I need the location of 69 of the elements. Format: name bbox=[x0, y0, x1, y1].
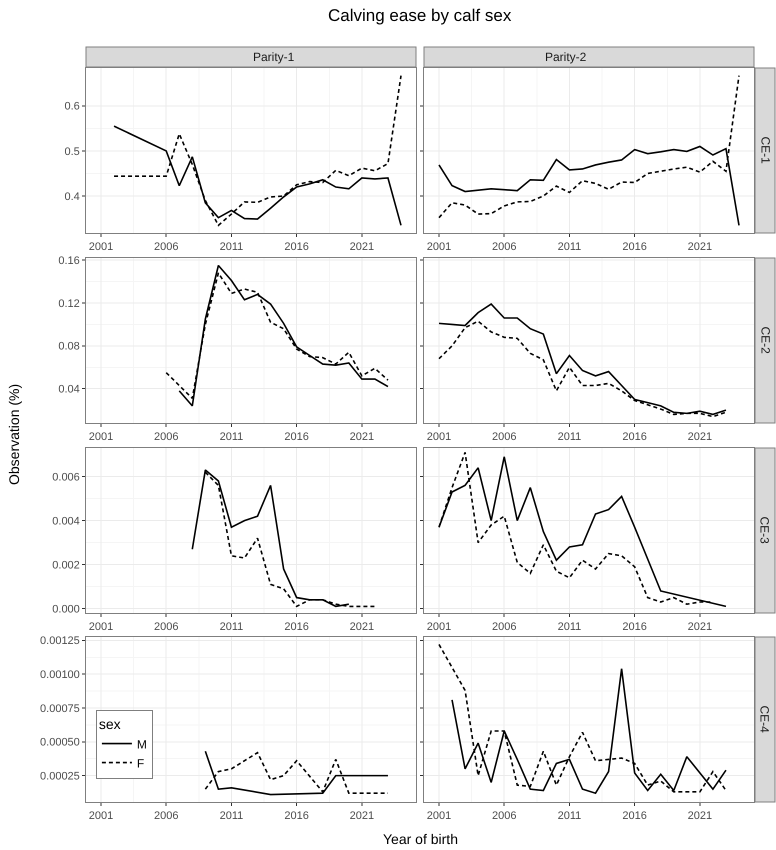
x-tick-label: 2011 bbox=[558, 241, 582, 254]
y-tick-label: 0.00100 bbox=[40, 669, 80, 682]
x-tick-label: 2001 bbox=[88, 431, 114, 444]
x-tick-label: 2006 bbox=[492, 621, 516, 634]
x-tick-label: 2006 bbox=[154, 241, 178, 254]
y2-axis-title: CE-1 bbox=[758, 136, 772, 164]
x-tick-label: 2006 bbox=[154, 431, 178, 444]
x-tick-label: 2021 bbox=[688, 621, 712, 634]
x-tick-label: 2021 bbox=[350, 431, 374, 444]
x-tick-label: 2016 bbox=[284, 810, 309, 822]
x-tick-label: 2021 bbox=[688, 241, 712, 254]
chart-subtitle: Parity-2 bbox=[545, 50, 587, 64]
text: Calving ease by calf sex bbox=[328, 6, 512, 25]
x-tick-label: 2011 bbox=[558, 621, 582, 634]
x-tick-label: 2011 bbox=[558, 431, 582, 444]
y-tick-label: 0.4 bbox=[64, 190, 80, 203]
x-tick-label: 2006 bbox=[154, 810, 178, 822]
x-tick-label: 2006 bbox=[154, 621, 178, 634]
chart-subtitle: Parity-1 bbox=[253, 50, 295, 64]
x-tick-label: 2001 bbox=[88, 621, 114, 634]
x-tick-label: 2016 bbox=[622, 431, 647, 444]
y-tick-label: 0.5 bbox=[64, 146, 80, 158]
x-tick-label: 2001 bbox=[88, 241, 114, 254]
x-tick-label: 2021 bbox=[688, 431, 712, 444]
x-tick-label: 2001 bbox=[426, 431, 452, 444]
x-tick-label: 2021 bbox=[688, 810, 712, 822]
y-tick-label: 0.04 bbox=[58, 384, 80, 396]
y-tick-label: 0.006 bbox=[52, 471, 80, 484]
x-tick-label: 2016 bbox=[284, 241, 309, 254]
x-tick-label: 2006 bbox=[492, 431, 516, 444]
y-tick-label: 0.002 bbox=[52, 559, 80, 572]
y-tick-label: 0.6 bbox=[64, 100, 80, 113]
y-tick-label: 0.08 bbox=[58, 340, 80, 353]
y-tick-label: 0.00075 bbox=[40, 702, 80, 715]
text: Observation (%) bbox=[6, 384, 22, 485]
y2-axis-title: CE-4 bbox=[758, 706, 772, 734]
y-tick-label: 0.004 bbox=[52, 515, 80, 528]
x-tick-label: 2016 bbox=[284, 431, 309, 444]
x-tick-label: 2001 bbox=[426, 621, 452, 634]
line-series bbox=[113, 74, 402, 226]
x-tick-label: 2021 bbox=[350, 810, 374, 822]
x-tick-label: 2011 bbox=[220, 241, 244, 254]
x-tick-label: 2011 bbox=[220, 621, 244, 634]
x-tick-label: 2016 bbox=[284, 621, 309, 634]
x-tick-label: 2011 bbox=[558, 810, 582, 822]
x-tick-label: 2001 bbox=[88, 810, 114, 822]
x-tick-label: 2016 bbox=[622, 621, 647, 634]
x-tick-label: 2006 bbox=[492, 810, 516, 822]
x-tick-label: 2011 bbox=[220, 810, 244, 822]
y2-axis-title: CE-3 bbox=[758, 516, 772, 544]
y-tick-label: 0.16 bbox=[58, 254, 80, 267]
y-tick-label: 0.000 bbox=[52, 603, 80, 616]
y-tick-label: 0.00050 bbox=[40, 736, 80, 749]
legend-title: sex bbox=[98, 716, 121, 732]
x-tick-label: 2011 bbox=[220, 431, 244, 444]
y-tick-label: 0.00025 bbox=[40, 770, 80, 782]
x-tick-label: 2021 bbox=[350, 241, 374, 254]
y-tick-label: 0.00125 bbox=[40, 635, 80, 648]
x-tick-label: 2001 bbox=[426, 241, 452, 254]
y-tick-label: 0.12 bbox=[58, 298, 80, 310]
text: Year of birth bbox=[383, 831, 458, 847]
y2-axis-title: CE-2 bbox=[758, 326, 772, 354]
x-tick-label: 2016 bbox=[622, 810, 647, 822]
legend-label: M bbox=[136, 737, 147, 752]
x-tick-label: 2021 bbox=[350, 621, 374, 634]
x-tick-label: 2016 bbox=[622, 241, 647, 254]
x-tick-label: 2001 bbox=[426, 810, 452, 822]
x-tick-label: 2006 bbox=[492, 241, 516, 254]
legend-label: F bbox=[136, 756, 144, 770]
